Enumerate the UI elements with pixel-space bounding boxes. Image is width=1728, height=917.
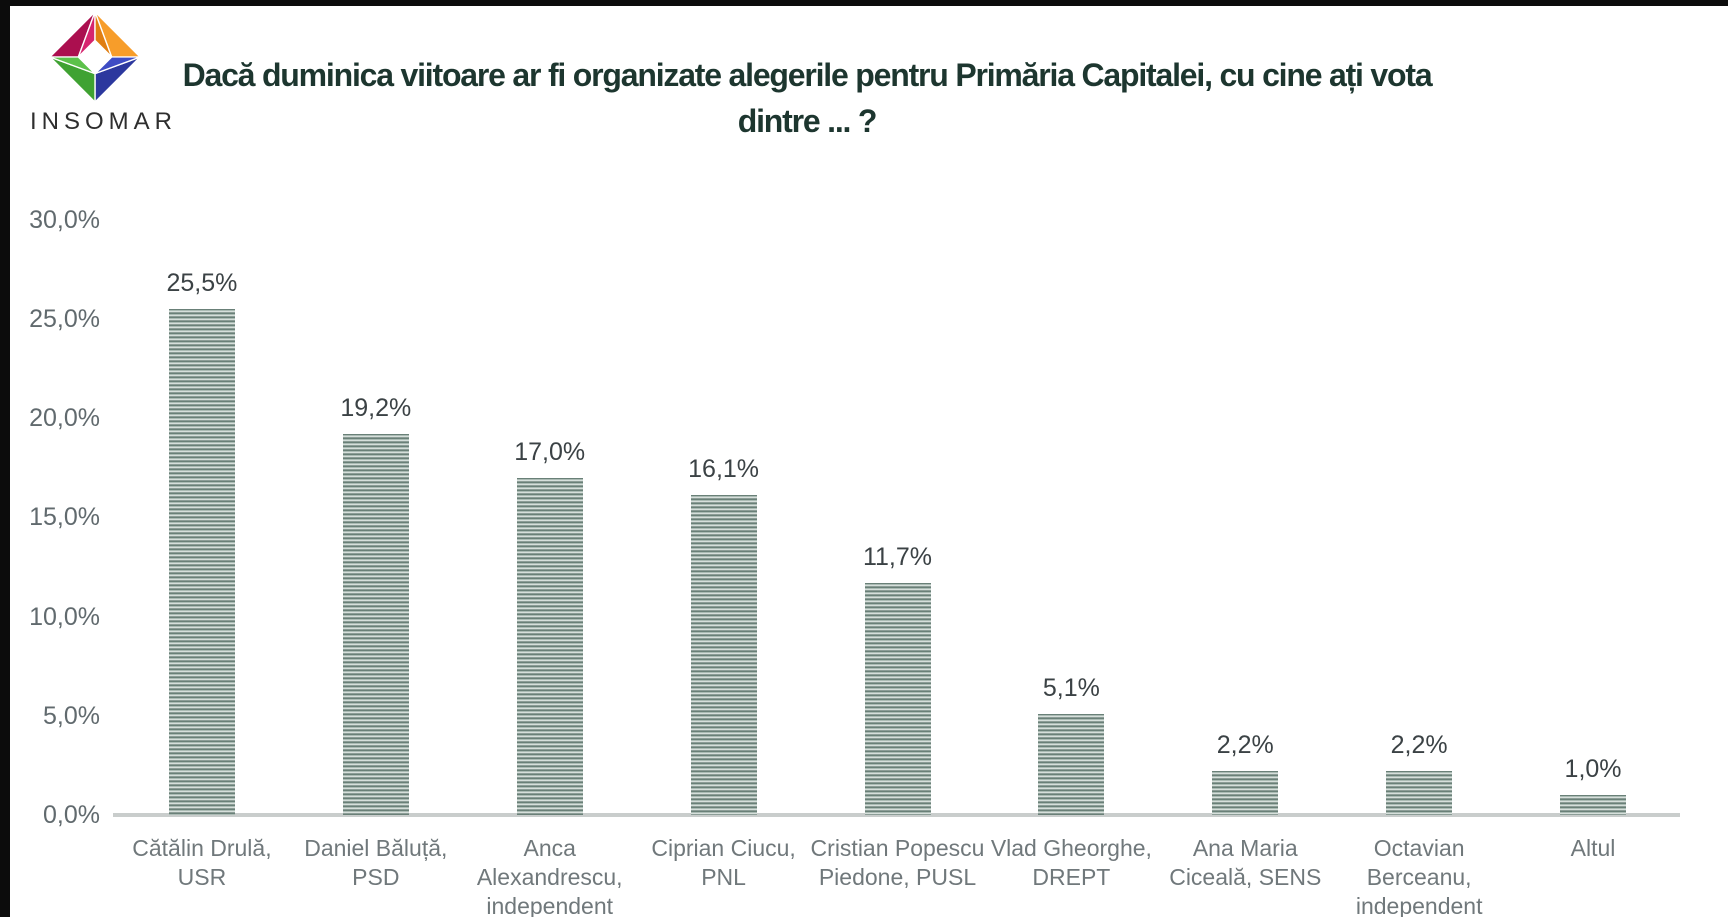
category-label: Octavian Berceanu, independent [1332,834,1506,917]
category-label: Altul [1506,834,1680,863]
bar [690,495,757,815]
bar [1560,795,1627,815]
page-title: Dacă duminica viitoare ar fi organizate … [72,52,1542,144]
page-title-line-2: dintre ... ? [737,103,878,139]
bar [864,582,931,815]
category-label: Vlad Gheorghe, DREPT [984,834,1158,892]
category-label-line: Daniel Băluță, [304,835,448,861]
bar-value-label: 25,5% [166,268,238,297]
bar-value-label: 2,2% [1390,731,1448,760]
category-label-line: Ciprian Ciucu, [651,835,796,861]
y-axis-tick-label: 15,0% [29,503,100,532]
category-label: Daniel Băluță, PSD [289,834,463,892]
bar-value-label: 11,7% [862,542,932,571]
bar-value-label: 5,1% [1042,673,1100,702]
category-label-line: Vlad Gheorghe, [990,835,1152,861]
category-label-line: PNL [701,864,746,890]
category-label-line: Cristian Popescu [810,835,985,861]
category-label-line: Anca [523,835,576,861]
category-label-line: Piedone, PUSL [818,864,977,890]
y-axis-tick-label: 0,0% [43,801,100,829]
category-label-line: Berceanu, [1366,864,1472,890]
y-axis-tick-label: 5,0% [43,701,100,730]
y-axis-tick-label: 25,0% [29,304,100,333]
category-label-line: PSD [352,864,400,890]
category-label: Cristian Popescu Piedone, PUSL [811,834,985,892]
category-label-line: Altul [1570,835,1616,861]
category-label: Cătălin Drulă, USR [115,834,289,892]
bar [342,433,409,815]
bar [1386,771,1453,815]
bar-value-label: 19,2% [340,393,412,422]
y-axis-tick-label: 20,0% [29,404,100,432]
insomar-logo: INSOMAR [30,8,178,136]
category-label-line: USR [177,864,227,890]
bar-value-label: 2,2% [1216,731,1274,760]
bar [516,477,583,815]
category-label: Anca Alexandrescu, independent [463,834,637,917]
category-label-line: Octavian [1373,835,1465,861]
top-frame-border [0,0,1728,6]
category-label: Ana Maria Ciceală, SENS [1158,834,1332,892]
category-label-line: independent [486,893,614,917]
bar-value-label: 17,0% [514,437,586,466]
bar [168,308,235,815]
category-label-line: DREPT [1032,864,1111,890]
category-label-line: Ciceală, SENS [1169,864,1322,890]
category-label: Ciprian Ciucu, PNL [637,834,811,892]
bar [1212,771,1279,815]
insomar-logo-icon [48,11,142,104]
category-label-line: independent [1355,893,1483,917]
category-label-line: Ana Maria [1192,835,1298,861]
insomar-logo-wordmark: INSOMAR [30,108,178,135]
bar-value-label: 1,0% [1564,755,1622,784]
category-label-line: Alexandrescu, [476,864,623,890]
bar-value-label: 16,1% [688,455,760,484]
y-axis-tick-label: 10,0% [29,602,100,631]
left-frame-border [0,0,10,917]
x-axis-line [113,813,1680,817]
y-axis-tick-label: 30,0% [29,205,100,234]
bar [1038,713,1105,815]
category-label-line: Cătălin Drulă, [132,835,272,861]
page-title-line-1: Dacă duminica viitoare ar fi organizate … [182,57,1433,93]
